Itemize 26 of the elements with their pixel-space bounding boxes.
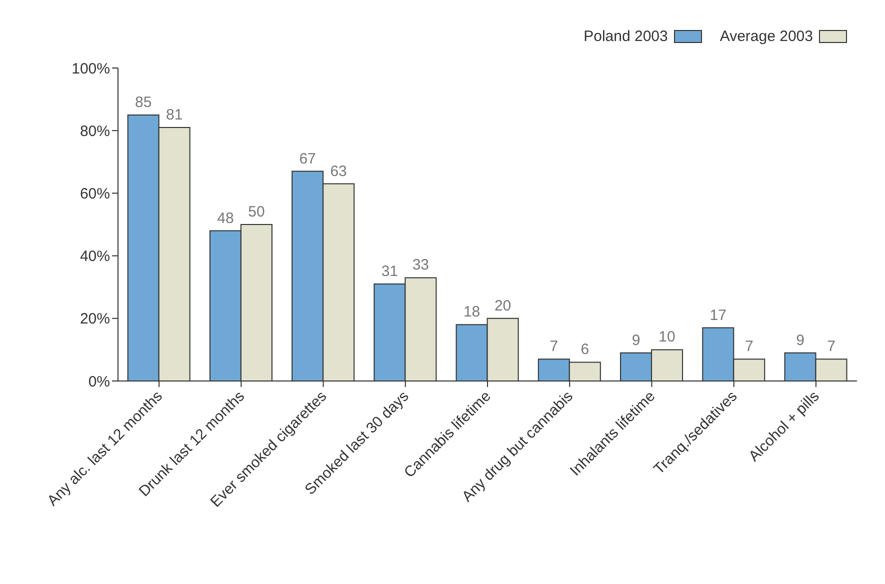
data-label: 50 xyxy=(248,204,265,220)
y-tick-label: 60% xyxy=(80,186,110,203)
data-label: 7 xyxy=(744,338,754,356)
data-label: 18 xyxy=(463,304,480,321)
data-label: 81 xyxy=(166,106,183,124)
data-label: 10 xyxy=(658,328,676,346)
data-label: 9 xyxy=(796,332,804,349)
legend-label: Poland 2003 xyxy=(584,28,668,45)
data-label: 33 xyxy=(412,256,430,274)
data-label: 7 xyxy=(827,338,836,356)
y-tick-label: 20% xyxy=(80,310,110,328)
y-tick-label: 40% xyxy=(80,248,110,266)
data-label: 48 xyxy=(217,210,234,227)
data-label: 20 xyxy=(494,297,512,314)
y-tick-label: 0% xyxy=(88,373,110,390)
y-tick-label: 80% xyxy=(80,122,110,140)
data-label: 17 xyxy=(710,306,726,324)
legend-label: Average 2003 xyxy=(720,28,813,45)
data-label: 31 xyxy=(381,262,398,280)
y-tick-label: 100% xyxy=(72,60,110,78)
data-label: 6 xyxy=(580,341,590,358)
data-label: 85 xyxy=(135,94,152,111)
data-label: 63 xyxy=(330,162,347,180)
data-label: 67 xyxy=(299,150,316,168)
data-label: 9 xyxy=(632,332,640,349)
data-label: 7 xyxy=(550,338,558,356)
